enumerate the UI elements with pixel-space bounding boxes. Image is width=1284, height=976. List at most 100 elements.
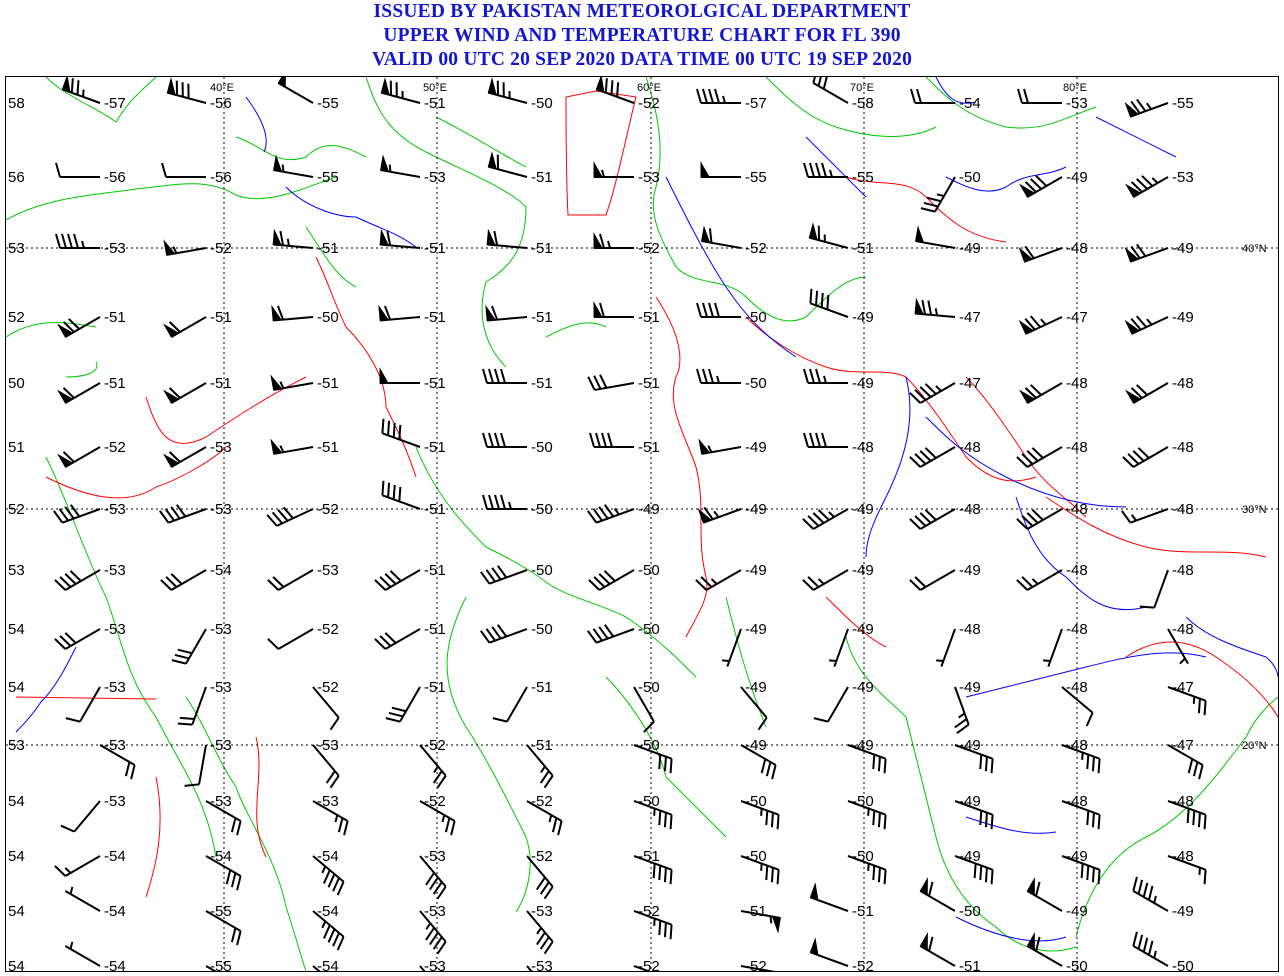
wind-barb [312, 744, 340, 789]
wind-barb [919, 876, 956, 912]
temperature-label: -53 [424, 903, 446, 920]
wind-barb [919, 931, 956, 967]
temperature-label: -51 [638, 848, 660, 865]
wind-barb [54, 855, 101, 877]
wind-barb [1124, 382, 1169, 404]
temperature-label: -53 [424, 848, 446, 865]
temperature-label: -51 [959, 958, 981, 971]
temperature-label: -51 [424, 240, 446, 257]
wind-barb [1026, 931, 1063, 967]
temperature-label: -52 [317, 501, 339, 518]
temperature-label: -50 [531, 95, 553, 112]
temperature-label: -48 [959, 621, 981, 638]
temperature-label: -50 [638, 679, 660, 696]
wind-barb [633, 910, 673, 940]
wind-barb [56, 382, 101, 404]
temperature-label: -47 [959, 375, 981, 392]
temperature-label: -48 [852, 439, 874, 456]
wind-barb [954, 744, 994, 774]
wind-barb [696, 302, 741, 318]
wind-barb [722, 628, 742, 667]
wind-barb [99, 744, 136, 780]
wind-barb [740, 910, 781, 934]
temperature-label: -53 [210, 501, 232, 518]
temperature-label: -51 [424, 679, 446, 696]
wind-barb [312, 686, 340, 731]
temperature-label: -51 [424, 95, 446, 112]
temperature-label: -56 [210, 95, 232, 112]
wind-barb [162, 446, 207, 468]
wind-barb [740, 686, 768, 731]
temperature-label: -53 [210, 439, 232, 456]
temperature-label: -49 [852, 737, 874, 754]
temperature-label: -53 [104, 562, 126, 579]
wind-barb [160, 569, 207, 591]
temperature-label: -52 [852, 958, 874, 971]
temperature-label: -48 [1066, 375, 1088, 392]
rivers [15, 77, 1278, 942]
temperature-label: -51 [317, 439, 339, 456]
temperature-label: -48 [1066, 501, 1088, 518]
wind-barb [312, 965, 321, 971]
wind-barb [312, 855, 345, 896]
temperature-label: -50 [852, 848, 874, 865]
wind-barb [487, 77, 528, 104]
temperature-label: -49 [852, 621, 874, 638]
wind-barb [53, 504, 101, 524]
temperature-label: -49 [1172, 240, 1194, 257]
wind-barb [56, 446, 101, 468]
wind-barb [486, 228, 528, 249]
wind-barb [480, 624, 528, 644]
longitude-label: 60°E [637, 82, 661, 94]
temperature-label: -50 [745, 793, 767, 810]
wind-barb [526, 800, 563, 836]
wind-barb [267, 569, 314, 591]
temperature-label: -53 [210, 737, 232, 754]
wind-barb [696, 368, 741, 384]
temperature-label: -49 [1066, 848, 1088, 865]
longitude-label: 80°E [1063, 82, 1087, 94]
temperature-label: -53 [1172, 169, 1194, 186]
temperature-label: -51 [424, 375, 446, 392]
temperature-label: -51 [210, 309, 232, 326]
wind-barb [159, 504, 207, 524]
graticule-labels: 40°E 50°E 60°E 70°E 80°E 40°N 30°N 20°N [210, 82, 1267, 752]
temperature-label: -48 [1066, 621, 1088, 638]
wind-barb [1167, 744, 1204, 780]
temperature-label: -50 [638, 737, 660, 754]
temperature-label: -49 [638, 501, 660, 518]
wind-barb [847, 744, 887, 774]
wind-barb [910, 88, 955, 104]
wind-barb [698, 438, 742, 455]
wind-barb [803, 432, 848, 448]
temperature-label: -52 [210, 240, 232, 257]
temperature-label: -50 [531, 562, 553, 579]
temperature-label: -50 [745, 375, 767, 392]
edge-temperature-label: 51 [8, 439, 25, 456]
temperature-label: -49 [959, 793, 981, 810]
temperature-label: -50 [638, 793, 660, 810]
wind-barb [312, 800, 349, 836]
temperature-label: -55 [852, 169, 874, 186]
wind-barb [740, 855, 780, 885]
temperature-label: -49 [745, 737, 767, 754]
temperature-label: -51 [424, 621, 446, 638]
temperature-label: -51 [531, 309, 553, 326]
temperature-label: -48 [959, 501, 981, 518]
wind-barb [695, 569, 742, 591]
wind-barb [1018, 382, 1063, 404]
temperature-label: -53 [104, 240, 126, 257]
temperature-label: -55 [317, 169, 339, 186]
wind-barb [829, 628, 849, 667]
temperature-label: -51 [531, 737, 553, 754]
wind-barb [379, 367, 420, 384]
edge-temperature-label: 53 [8, 737, 25, 754]
temperature-label: -52 [424, 737, 446, 754]
edge-temperature-label: 54 [8, 958, 25, 971]
temperature-label: -54 [317, 848, 339, 865]
temperature-label: -53 [424, 169, 446, 186]
temperature-label: -54 [317, 958, 339, 971]
wind-barb [1121, 508, 1169, 524]
wind-barb [803, 162, 848, 178]
temperature-label: -51 [531, 169, 553, 186]
